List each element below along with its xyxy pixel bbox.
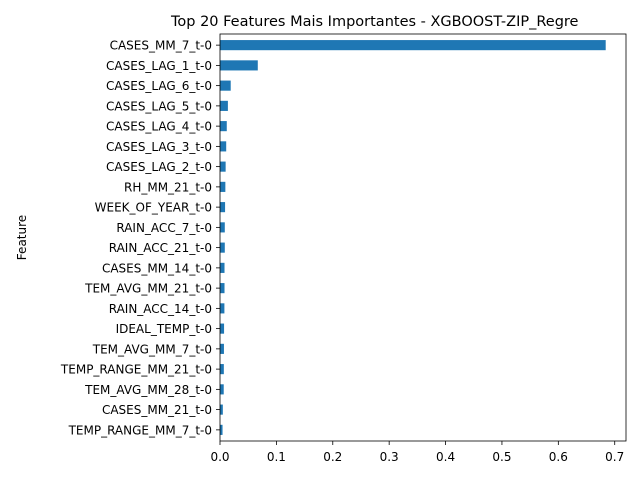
bar-TEM_AVG_MM_7_t-0 [220, 343, 224, 354]
bar-CASES_LAG_3_t-0 [220, 141, 227, 152]
x-tick-label: 0.6 [549, 450, 568, 464]
bar-CASES_MM_21_t-0 [220, 404, 223, 415]
y-tick-label: TEMP_RANGE_MM_7_t-0 [68, 423, 212, 437]
bar-TEMP_RANGE_MM_21_t-0 [220, 364, 224, 375]
y-tick-label: RAIN_ACC_21_t-0 [109, 241, 212, 255]
y-tick-label: CASES_MM_7_t-0 [110, 39, 212, 53]
y-tick-label: CASES_LAG_2_t-0 [106, 160, 212, 174]
bar-TEM_AVG_MM_28_t-0 [220, 384, 224, 395]
bar-RH_MM_21_t-0 [220, 181, 226, 192]
bar-CASES_LAG_6_t-0 [220, 80, 231, 91]
x-tick-label: 0.2 [323, 450, 342, 464]
y-tick-label: CASES_LAG_1_t-0 [106, 59, 212, 73]
y-tick-label: WEEK_OF_YEAR_t-0 [95, 201, 212, 215]
bar-CASES_LAG_1_t-0 [220, 60, 258, 71]
bar-TEMP_RANGE_MM_7_t-0 [220, 424, 223, 435]
x-tick-label: 0.7 [605, 450, 624, 464]
y-axis-ticks: CASES_MM_7_t-0 CASES_LAG_1_t-0 CASES_LAG_6… [60, 39, 220, 437]
y-tick-label: IDEAL_TEMP_t-0 [116, 322, 212, 336]
y-tick-label: TEM_AVG_MM_7_t-0 [92, 342, 212, 356]
x-tick-label: 0.5 [492, 450, 511, 464]
bar-WEEK_OF_YEAR_t-0 [220, 202, 226, 213]
y-tick-label: CASES_LAG_4_t-0 [106, 120, 212, 134]
y-tick-label: CASES_LAG_5_t-0 [106, 99, 212, 113]
y-tick-label: RAIN_ACC_7_t-0 [116, 221, 212, 235]
x-axis-ticks: 0.0 0.1 0.2 0.3 0.4 0.5 0.6 0.7 [210, 441, 624, 464]
bar-RAIN_ACC_14_t-0 [220, 303, 225, 314]
bars-group [220, 40, 606, 435]
bar-RAIN_ACC_21_t-0 [220, 242, 225, 253]
bar-CASES_LAG_4_t-0 [220, 121, 227, 132]
y-tick-label: CASES_MM_21_t-0 [102, 403, 212, 417]
bar-IDEAL_TEMP_t-0 [220, 323, 225, 334]
y-tick-label: CASES_LAG_6_t-0 [106, 79, 212, 93]
bar-RAIN_ACC_7_t-0 [220, 222, 225, 233]
x-tick-label: 0.1 [267, 450, 286, 464]
bar-CASES_LAG_2_t-0 [220, 161, 226, 172]
bar-CASES_LAG_5_t-0 [220, 100, 228, 111]
bar-TEM_AVG_MM_21_t-0 [220, 283, 225, 294]
x-tick-label: 0.3 [380, 450, 399, 464]
y-tick-label: CASES_LAG_3_t-0 [106, 140, 212, 154]
y-tick-label: RAIN_ACC_14_t-0 [109, 302, 212, 316]
y-tick-label: CASES_MM_14_t-0 [102, 261, 212, 275]
plot-frame [219, 33, 627, 442]
y-tick-label: TEM_AVG_MM_28_t-0 [84, 383, 212, 397]
bar-CASES_MM_14_t-0 [220, 262, 225, 273]
chart-title: Top 20 Features Mais Importantes - XGBOO… [170, 14, 579, 30]
y-tick-label: TEM_AVG_MM_21_t-0 [84, 282, 212, 296]
x-tick-label: 0.4 [436, 450, 455, 464]
y-tick-label: RH_MM_21_t-0 [124, 180, 212, 194]
x-tick-label: 0.0 [210, 450, 229, 464]
bar-CASES_MM_7_t-0 [220, 40, 606, 51]
y-tick-label: TEMP_RANGE_MM_21_t-0 [60, 363, 212, 377]
y-axis-label: Feature [15, 215, 29, 260]
